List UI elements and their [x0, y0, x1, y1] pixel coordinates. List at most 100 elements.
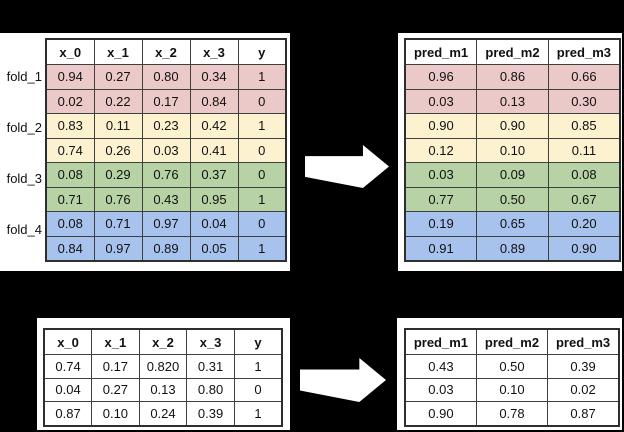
table-cell: 0.74	[43, 354, 93, 379]
table-cell: 0.76	[93, 186, 143, 212]
table-cell: 0.90	[404, 401, 477, 426]
table-cell: 0.02	[45, 88, 95, 114]
column-header: x_1	[91, 328, 140, 355]
table-cell: 0.71	[93, 211, 143, 237]
fold-label: fold_3	[6, 171, 42, 186]
table-cell: 0.39	[186, 401, 235, 426]
table-cell: 0.22	[93, 88, 143, 114]
column-header: y	[237, 38, 287, 65]
column-header: x_2	[141, 38, 191, 65]
table-cell: 0.23	[141, 113, 191, 139]
column-header: x_2	[138, 328, 188, 355]
table-row: 0.12 0.10 0.11	[404, 137, 621, 163]
table-cell: 0.08	[45, 211, 95, 237]
column-header: pred_m1	[404, 328, 477, 355]
column-header: x_0	[45, 38, 95, 65]
table-cell: 0.03	[404, 88, 478, 114]
header-row: x_0 x_1 x_2 x_3 y	[45, 38, 287, 65]
table-cell: 0.10	[476, 137, 549, 163]
table-cell: 0.27	[93, 64, 143, 90]
table-cell: 0.89	[141, 235, 191, 262]
train-features-table: x_0 x_1 x_2 x_3 y 0.94 0.27 0.80 0.34 1 0.02 0.22 0.…	[45, 38, 287, 262]
table-cell: 0.39	[547, 354, 620, 379]
table-row: 0.04 0.27 0.13 0.80 0	[43, 377, 283, 402]
table-cell: 0.820	[138, 354, 188, 379]
table-cell: 0.94	[45, 64, 95, 90]
header-row: pred_m1 pred_m2 pred_m3	[404, 38, 621, 65]
table-cell: 0.09	[476, 162, 549, 188]
holdout-predictions-table: pred_m1 pred_m2 pred_m3 0.43 0.50 0.39 0.03 0.1…	[404, 328, 620, 427]
table-cell: 0.71	[45, 186, 95, 212]
column-header: pred_m2	[475, 328, 549, 355]
header-row: pred_m1 pred_m2 pred_m3	[404, 328, 620, 355]
column-header: pred_m3	[547, 38, 621, 65]
table-row: 0.71 0.76 0.43 0.95 1	[45, 186, 287, 212]
table-cell: 0.13	[138, 377, 188, 402]
table-cell: 0.86	[476, 64, 549, 90]
table-cell: 0.90	[404, 113, 478, 139]
table-row: 0.91 0.89 0.90	[404, 235, 621, 262]
table-cell: 0.03	[404, 162, 478, 188]
table-cell: 1	[233, 354, 283, 379]
table-cell: 0.08	[547, 162, 621, 188]
table-cell: 0.83	[45, 113, 95, 139]
table-cell: 0	[237, 211, 287, 237]
table-cell: 0.08	[45, 162, 95, 188]
table-cell: 0.24	[138, 401, 188, 426]
table-cell: 0.85	[547, 113, 621, 139]
table-cell: 0.10	[475, 377, 549, 402]
fold-label: fold_2	[6, 120, 42, 135]
table-cell: 0.78	[475, 401, 549, 426]
table-cell: 0.84	[45, 235, 95, 262]
table-cell: 0.96	[404, 64, 478, 90]
table-cell: 0.17	[141, 88, 191, 114]
table-cell: 0.84	[189, 88, 239, 114]
table-row: 0.87 0.10 0.24 0.39 1	[43, 401, 283, 426]
table-cell: 0	[233, 377, 283, 402]
train-predictions-panel: pred_m1 pred_m2 pred_m3 0.96 0.86 0.66 0.03 0.1…	[398, 33, 622, 271]
table-cell: 1	[237, 235, 287, 262]
table-cell: 0.03	[404, 377, 477, 402]
table-cell: 0.29	[93, 162, 143, 188]
table-cell: 0.43	[141, 186, 191, 212]
column-header: pred_m3	[547, 328, 620, 355]
table-cell: 0.66	[547, 64, 621, 90]
table-cell: 0	[237, 162, 287, 188]
table-cell: 0.50	[476, 186, 549, 212]
table-cell: 0.87	[547, 401, 620, 426]
table-row: 0.74 0.26 0.03 0.41 0	[45, 137, 287, 163]
table-row: 0.08 0.71 0.97 0.04 0	[45, 211, 287, 237]
table-cell: 0.04	[189, 211, 239, 237]
table-cell: 0.41	[189, 137, 239, 163]
table-row: 0.84 0.97 0.89 0.05 1	[45, 235, 287, 262]
table-cell: 0.87	[43, 401, 93, 426]
table-cell: 0.11	[547, 137, 621, 163]
column-header: x_1	[93, 38, 143, 65]
table-row: 0.90 0.78 0.87	[404, 401, 620, 426]
table-cell: 0.89	[476, 235, 549, 262]
table-cell: 0.97	[141, 211, 191, 237]
table-cell: 0.43	[404, 354, 477, 379]
table-cell: 0.95	[189, 186, 239, 212]
table-cell: 0.37	[189, 162, 239, 188]
table-cell: 0.77	[404, 186, 478, 212]
table-cell: 0.42	[189, 113, 239, 139]
table-row: 0.94 0.27 0.80 0.34 1	[45, 64, 287, 90]
table-cell: 0.31	[186, 354, 235, 379]
train-features-panel: fold_1 fold_2 fold_3 fold_4 x_0 x_1 x_2 x_3 y 0.…	[0, 33, 290, 271]
column-header: x_3	[189, 38, 239, 65]
column-header: x_3	[186, 328, 235, 355]
holdout-predictions-panel: pred_m1 pred_m2 pred_m3 0.43 0.50 0.39 0.03 0.1…	[397, 318, 622, 430]
table-cell: 0.17	[91, 354, 140, 379]
table-cell: 0.65	[476, 211, 549, 237]
table-row: 0.74 0.17 0.820 0.31 1	[43, 354, 283, 379]
column-header: pred_m2	[476, 38, 549, 65]
table-row: 0.77 0.50 0.67	[404, 186, 621, 212]
train-predictions-table: pred_m1 pred_m2 pred_m3 0.96 0.86 0.66 0.03 0.1…	[404, 38, 621, 262]
table-row: 0.90 0.90 0.85	[404, 113, 621, 139]
column-header: x_0	[43, 328, 93, 355]
arrow-right-icon	[300, 358, 386, 402]
table-cell: 0.10	[91, 401, 140, 426]
table-row: 0.08 0.29 0.76 0.37 0	[45, 162, 287, 188]
